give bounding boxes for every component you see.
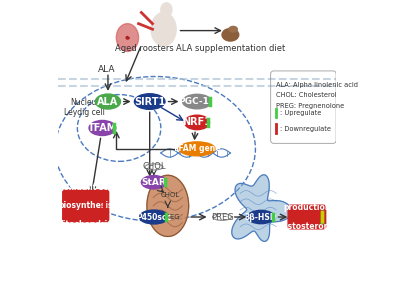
Ellipse shape (229, 26, 237, 32)
Text: ALA: Alpha linolenic acid: ALA: Alpha linolenic acid (276, 82, 358, 88)
Ellipse shape (248, 210, 274, 224)
Ellipse shape (182, 94, 212, 109)
Ellipse shape (139, 210, 168, 224)
Text: TFAM: TFAM (88, 123, 117, 133)
Text: Mitochondrial: Mitochondrial (56, 220, 116, 229)
Ellipse shape (141, 176, 166, 189)
Text: CHOL: CHOL (161, 192, 180, 198)
Ellipse shape (222, 28, 239, 41)
Text: CHOL: CHOL (142, 162, 165, 171)
Text: Aged roosters: Aged roosters (115, 44, 173, 53)
Ellipse shape (179, 142, 215, 156)
Ellipse shape (95, 94, 121, 109)
Polygon shape (147, 175, 189, 237)
Text: 3β-HSD: 3β-HSD (245, 212, 277, 221)
Text: biosynthesis: biosynthesis (58, 201, 113, 210)
Text: PREG: Pregnenolone: PREG: Pregnenolone (276, 103, 344, 109)
Text: Antioxidant status: Antioxidant status (46, 183, 126, 192)
FancyBboxPatch shape (288, 205, 326, 229)
Text: PREG: PREG (161, 214, 180, 220)
Text: ALA: ALA (97, 97, 119, 106)
Text: SIRT1: SIRT1 (134, 97, 165, 106)
Text: ALA supplementation diet: ALA supplementation diet (176, 44, 285, 53)
Polygon shape (232, 175, 291, 241)
Ellipse shape (89, 121, 116, 135)
FancyBboxPatch shape (63, 190, 109, 222)
Text: Testosterone: Testosterone (279, 222, 335, 231)
Text: TFAM gene: TFAM gene (173, 144, 221, 153)
Text: P450scc: P450scc (136, 212, 171, 221)
Text: NRF1: NRF1 (182, 117, 212, 127)
Text: PREG: PREG (211, 212, 233, 221)
Text: : Upregulate: : Upregulate (281, 110, 322, 116)
Ellipse shape (184, 115, 210, 130)
Text: PGC-1α: PGC-1α (178, 97, 216, 106)
Ellipse shape (161, 3, 172, 17)
Ellipse shape (151, 13, 176, 46)
Ellipse shape (134, 94, 165, 109)
Text: production: production (283, 203, 331, 212)
Text: Nucleus: Nucleus (71, 98, 101, 107)
Ellipse shape (116, 24, 139, 51)
Text: : Downregulate: : Downregulate (281, 126, 331, 132)
Text: ALA: ALA (98, 65, 115, 74)
Text: CHOL: Cholesterol: CHOL: Cholesterol (276, 92, 337, 98)
Text: StAR: StAR (141, 178, 166, 187)
Text: Leydig cell: Leydig cell (64, 108, 105, 117)
